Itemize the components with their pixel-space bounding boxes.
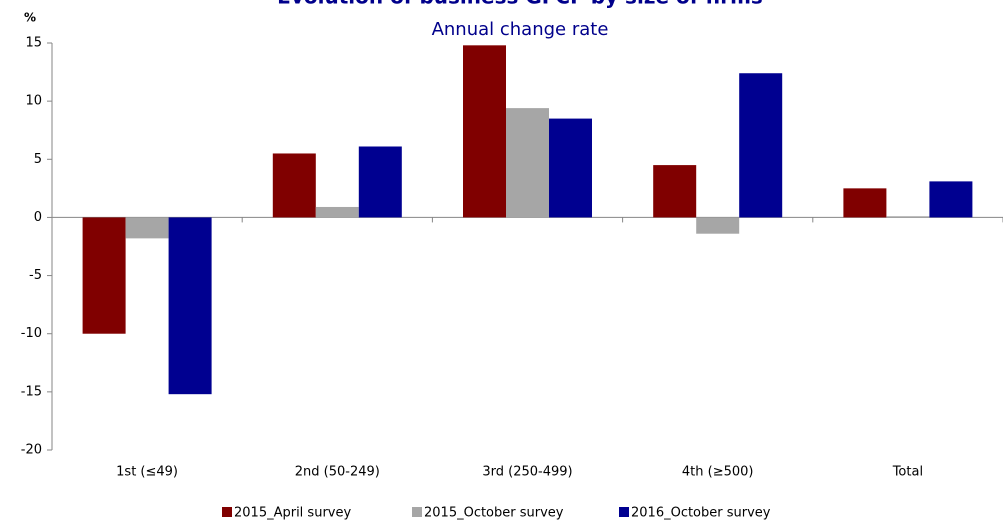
bar <box>929 181 973 218</box>
bar <box>696 217 740 234</box>
x-tick-label: 3rd (250-499) <box>482 465 572 480</box>
bar <box>82 217 126 334</box>
y-tick-label: -20 <box>21 443 42 458</box>
bar <box>315 206 359 218</box>
y-tick-label: 15 <box>25 36 42 51</box>
y-tick-label: 0 <box>34 210 42 225</box>
legend-label: 2015_October survey <box>424 506 564 520</box>
y-tick-label: 5 <box>34 152 42 167</box>
y-tick-label: -10 <box>21 326 42 341</box>
legend-label: 2016_October survey <box>631 506 771 520</box>
bar <box>506 108 549 218</box>
bar <box>843 188 887 218</box>
bar <box>653 165 697 218</box>
chart-subtitle: Annual change rate <box>432 19 609 40</box>
x-tick-label: 2nd (50-249) <box>295 465 380 480</box>
legend-swatch <box>222 507 232 517</box>
y-tick-label: -15 <box>21 384 42 399</box>
bar <box>463 45 506 218</box>
bar <box>358 146 402 218</box>
y-axis-label: % <box>24 11 36 25</box>
x-tick-label: 4th (≥500) <box>682 465 754 480</box>
legend-swatch <box>619 507 629 517</box>
y-tick-label: -5 <box>29 268 42 283</box>
x-tick-label: Total <box>892 465 923 480</box>
bar <box>886 216 930 218</box>
y-tick-label: 10 <box>25 94 42 109</box>
bar <box>549 118 592 218</box>
bar <box>168 217 212 395</box>
x-tick-label: 1st (≤49) <box>116 465 178 480</box>
legend-label: 2015_April survey <box>234 506 351 520</box>
bar <box>125 217 169 239</box>
bar <box>272 153 316 218</box>
chart-title: Evolution of business GFCF by size of fi… <box>277 0 763 9</box>
bar <box>739 73 783 218</box>
legend-swatch <box>412 507 422 517</box>
